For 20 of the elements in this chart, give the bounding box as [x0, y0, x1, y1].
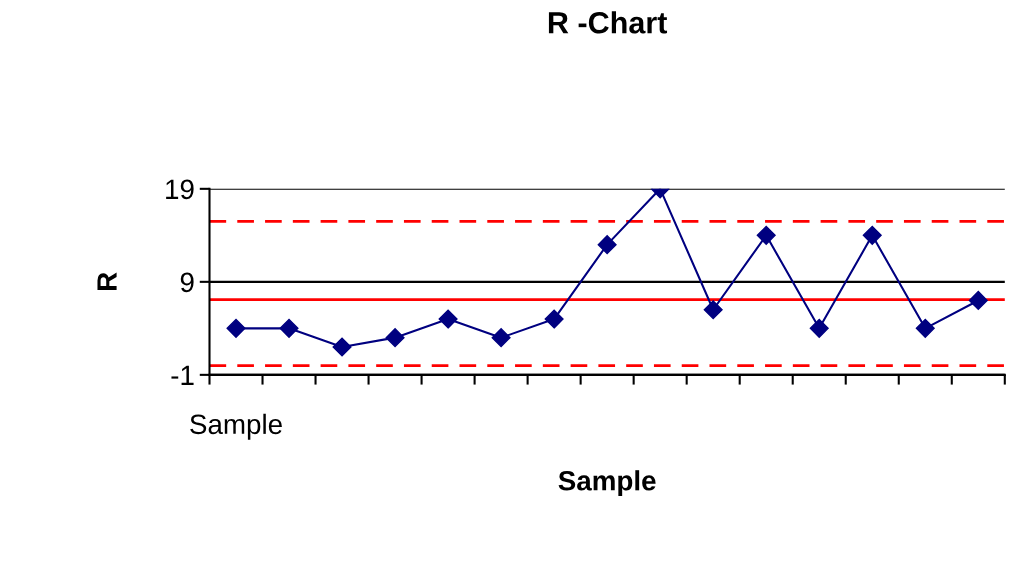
point: [438, 309, 458, 329]
point: [703, 300, 723, 320]
point: [968, 290, 988, 310]
chart-title: R -Chart: [548, 11, 668, 34]
point: [385, 328, 405, 348]
point: [226, 318, 246, 338]
y-tick-label: 19: [166, 179, 194, 200]
point: [756, 225, 776, 245]
point: [597, 235, 617, 255]
y-axis-title: R: [97, 272, 117, 291]
point: [332, 337, 352, 357]
point: [279, 318, 299, 338]
x-axis-title: Sample: [558, 470, 656, 497]
point: [915, 318, 935, 338]
point: [809, 318, 829, 338]
y-tick-label: -1: [171, 365, 194, 385]
point: [491, 328, 511, 348]
y-tick-label: 9: [180, 272, 194, 293]
point: [544, 309, 564, 329]
point: [862, 225, 882, 245]
